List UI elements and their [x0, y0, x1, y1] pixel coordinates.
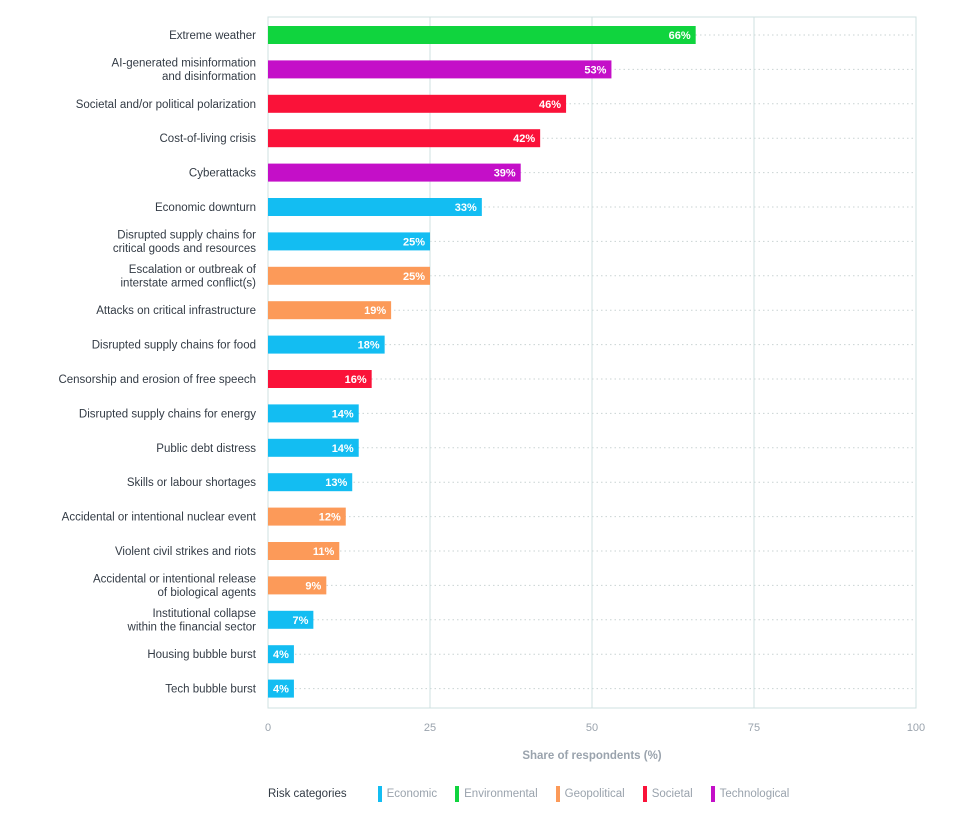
bar	[268, 404, 359, 423]
category-label: Censorship and erosion of free speech	[58, 374, 256, 386]
x-tick-label: 75	[748, 722, 760, 734]
legend-label-geopolitical: Geopolitical	[564, 788, 625, 800]
legend-label-societal: Societal	[651, 788, 693, 800]
bar	[268, 26, 696, 44]
bar	[268, 679, 294, 698]
category-label-line: AI-generated misinformation	[112, 57, 256, 69]
grid	[267, 16, 917, 709]
bar-value-label: 39%	[494, 168, 516, 180]
bar-value-label: 53%	[584, 64, 606, 76]
legend-title: Risk categories	[268, 788, 347, 800]
category-label: Attacks on critical infrastructure	[96, 305, 256, 317]
category-label-line: and disinformation	[162, 71, 256, 83]
category-label: Accidental or intentional release of biol…	[93, 573, 256, 599]
category-label: Disrupted supply chains for critical good…	[113, 229, 256, 255]
category-label: Cost-of-living crisis	[160, 133, 257, 145]
bar	[268, 94, 567, 113]
category-label: AI-generated misinformation and disinform…	[112, 57, 256, 83]
bar	[268, 473, 353, 492]
legend-item-environmental: Environmental	[455, 786, 538, 802]
x-axis-ticks: 0 25 50 75 100	[265, 722, 925, 734]
bar-value-label: 14%	[332, 408, 354, 420]
category-label: Housing bubble burst	[147, 649, 256, 661]
category-label-line: critical goods and resources	[113, 243, 256, 255]
legend-item-geopolitical: Geopolitical	[555, 786, 625, 802]
bar	[268, 60, 612, 79]
category-label-line: Accidental or intentional release	[93, 573, 256, 585]
legend-item-technological: Technological	[710, 786, 790, 802]
x-tick-label: 0	[265, 722, 271, 734]
category-label: Cyberattacks	[189, 168, 256, 180]
bar	[268, 232, 430, 251]
legend-item-economic: Economic	[377, 786, 438, 802]
bar-value-label: 4%	[273, 649, 289, 661]
bar	[268, 301, 392, 320]
category-label-line: interstate armed conflict(s)	[121, 277, 257, 289]
bar	[268, 438, 359, 457]
bar	[268, 129, 541, 148]
x-tick-label: 100	[907, 722, 925, 734]
category-label: Institutional collapse within the financi…	[127, 608, 257, 634]
category-label: Societal and/or political polarization	[76, 99, 256, 111]
legend-swatch-economic	[377, 786, 382, 802]
bar-value-label: 14%	[332, 443, 354, 455]
legend-swatch-societal	[642, 786, 647, 802]
category-label: Extreme weather	[169, 30, 256, 42]
x-axis-title: Share of respondents (%)	[522, 750, 661, 762]
category-label: Public debt distress	[156, 443, 256, 455]
bars: 66% 53% 46% 42% 39% 33% 25% 25% 19% 18% 16% 14% 14% 1…	[268, 26, 696, 698]
bar-value-label: 16%	[345, 374, 367, 386]
category-label-line: within the financial sector	[127, 621, 257, 633]
category-label-line: Disrupted supply chains for	[117, 229, 256, 241]
legend-swatch-geopolitical	[555, 786, 560, 802]
category-label: Tech bubble burst	[165, 684, 257, 696]
bar-value-label: 19%	[364, 305, 386, 317]
bar-value-label: 25%	[403, 236, 425, 248]
x-tick-label: 50	[586, 722, 598, 734]
category-label-line: Institutional collapse	[152, 608, 256, 620]
bar	[268, 542, 340, 560]
legend-swatch-technological	[710, 786, 715, 802]
bar-value-label: 42%	[513, 133, 535, 145]
bar-value-label: 9%	[305, 580, 321, 592]
bar	[268, 576, 327, 595]
category-labels: Extreme weather AI-generated misinformati…	[58, 30, 256, 696]
legend-item-societal: Societal	[642, 786, 693, 802]
bar-value-label: 11%	[313, 546, 335, 558]
legend-label-economic: Economic	[386, 788, 438, 800]
category-label: Skills or labour shortages	[127, 477, 256, 489]
bar-value-label: 33%	[455, 202, 477, 214]
legend: Risk categories Economic Environmental G…	[268, 785, 807, 803]
bar-value-label: 7%	[292, 615, 308, 627]
bar-value-label: 12%	[319, 512, 341, 524]
bar-value-label: 66%	[669, 30, 691, 42]
bar-value-label: 25%	[403, 271, 425, 283]
bar	[268, 266, 430, 285]
category-label: Escalation or outbreak of interstate arme…	[121, 264, 257, 290]
legend-label-environmental: Environmental	[464, 788, 538, 800]
category-label: Disrupted supply chains for food	[92, 340, 256, 352]
bar	[268, 335, 385, 354]
legend-swatch-environmental	[455, 786, 460, 802]
category-label: Violent civil strikes and riots	[115, 546, 256, 558]
bar-value-label: 13%	[325, 477, 347, 489]
bar	[268, 163, 521, 182]
bar	[268, 198, 482, 216]
bar	[268, 645, 294, 664]
bar	[268, 370, 372, 388]
x-tick-label: 25	[424, 722, 436, 734]
category-label: Accidental or intentional nuclear event	[62, 512, 257, 524]
category-label-line: Escalation or outbreak of	[129, 264, 257, 276]
category-label: Disrupted supply chains for energy	[79, 408, 256, 420]
legend-label-technological: Technological	[719, 788, 790, 800]
bar	[268, 610, 314, 629]
bar-value-label: 18%	[358, 340, 380, 352]
category-label: Economic downturn	[155, 202, 256, 214]
category-label-line: of biological agents	[158, 587, 257, 599]
bar-value-label: 4%	[273, 684, 289, 696]
bar	[268, 507, 346, 526]
bar-value-label: 46%	[539, 99, 561, 111]
